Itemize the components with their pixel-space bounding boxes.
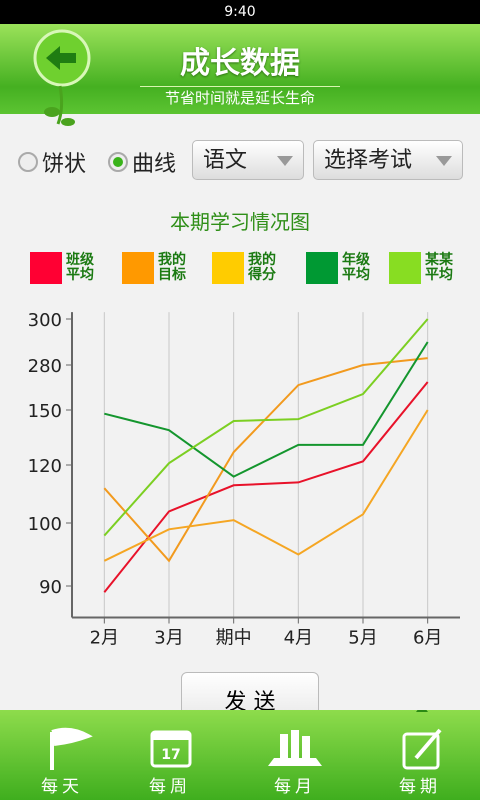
radio[interactable]: 饼状 xyxy=(18,146,86,178)
nav-label[interactable]: 每周 xyxy=(149,777,191,797)
legend-label: 我的目标 xyxy=(158,252,186,283)
radio-label: 曲线 xyxy=(132,152,177,177)
back-icon[interactable] xyxy=(30,24,110,134)
series-line xyxy=(103,318,429,537)
radio[interactable]: 曲线 xyxy=(108,146,176,178)
legend-item: 年级平均 xyxy=(306,252,372,284)
series-line xyxy=(103,409,429,562)
nav-label[interactable]: 每期 xyxy=(399,777,441,797)
legend-label: 班级平均 xyxy=(66,252,94,283)
legend-label: 某某平均 xyxy=(425,252,453,283)
x-tick-label: 5月 xyxy=(348,628,377,649)
series-line xyxy=(103,381,429,593)
y-tick-label: 100 xyxy=(28,514,62,535)
y-tick-label: 90 xyxy=(39,577,62,598)
legend-item: 班级平均 xyxy=(30,252,96,284)
radio-label: 饼状 xyxy=(42,152,87,177)
x-tick-label: 4月 xyxy=(284,628,313,649)
y-tick-label: 120 xyxy=(28,456,62,477)
subtitle: 节省时间就是延长生命 xyxy=(140,86,340,108)
calendar-day: 17 xyxy=(161,747,180,763)
legend-swatch xyxy=(122,252,154,284)
legend-item: 我的目标 xyxy=(122,252,188,284)
series-line xyxy=(103,357,428,563)
legend-swatch xyxy=(30,252,62,284)
y-tick-label: 300 xyxy=(28,310,62,331)
nav-label[interactable]: 每月 xyxy=(274,777,316,797)
legend-swatch xyxy=(389,252,421,284)
x-tick-label: 期中 xyxy=(216,628,252,649)
legend-swatch xyxy=(306,252,338,284)
legend-swatch xyxy=(212,252,244,284)
series-line xyxy=(104,341,429,478)
legend-item: 我的得分 xyxy=(212,252,278,284)
x-tick-label: 6月 xyxy=(413,628,442,649)
nav-icons: 17 xyxy=(50,710,442,770)
dropdown[interactable]: 选择考试 xyxy=(313,140,463,180)
nav-label[interactable]: 每天 xyxy=(41,777,83,797)
legend-label: 年级平均 xyxy=(342,252,370,283)
chart-title: 本期学习情况图 xyxy=(170,210,310,234)
dropdown[interactable]: 语文 xyxy=(192,140,304,180)
header: 成长数据 节省时间就是延长生命 xyxy=(0,24,480,126)
chart: 2月 3月 期中 4月 5月 6月 90 100 120 150 280 300 xyxy=(28,310,460,649)
time: 9:40 xyxy=(224,4,256,20)
title: 成长数据 xyxy=(180,46,300,81)
legend-label: 我的得分 xyxy=(248,252,276,283)
legend-item: 某某平均 xyxy=(389,252,455,284)
bottom-nav: 17 每天 每周 每月 每期 xyxy=(0,710,480,800)
x-tick-label: 2月 xyxy=(90,628,119,649)
y-tick-label: 280 xyxy=(28,356,62,377)
y-tick-label: 150 xyxy=(28,401,62,422)
status-bar: 9:40 xyxy=(0,0,480,24)
x-tick-label: 3月 xyxy=(154,628,183,649)
